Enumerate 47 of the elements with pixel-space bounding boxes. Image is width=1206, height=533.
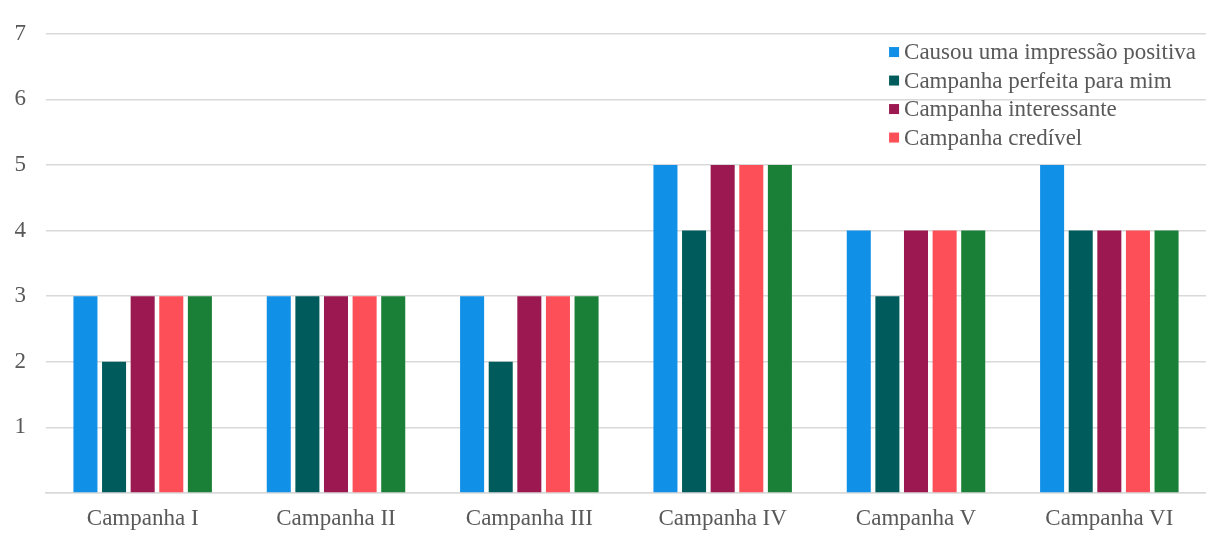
x-tick-label: Campanha I bbox=[86, 504, 199, 530]
bar bbox=[488, 361, 513, 493]
bar bbox=[352, 296, 377, 493]
bar bbox=[932, 230, 957, 493]
legend-label: Causou uma impressão positiva bbox=[904, 39, 1196, 65]
bar bbox=[739, 165, 764, 493]
bar bbox=[1068, 230, 1093, 493]
bar bbox=[73, 296, 98, 493]
bar bbox=[187, 296, 212, 493]
legend-label: Campanha interessante bbox=[904, 96, 1117, 122]
y-tick-label: 6 bbox=[14, 85, 26, 111]
x-tick-label: Campanha III bbox=[465, 504, 593, 530]
bar bbox=[323, 296, 349, 493]
x-tick-label: Campanha II bbox=[276, 504, 396, 530]
bar bbox=[517, 296, 542, 493]
bar bbox=[846, 230, 871, 493]
bar bbox=[903, 230, 929, 493]
bar bbox=[767, 165, 792, 493]
bar bbox=[682, 230, 707, 493]
bar bbox=[961, 230, 986, 493]
bar bbox=[130, 296, 155, 493]
y-tick-label: 3 bbox=[14, 282, 26, 308]
bar bbox=[460, 296, 485, 493]
bar bbox=[295, 296, 320, 493]
bar bbox=[653, 165, 678, 493]
y-tick-label: 1 bbox=[14, 413, 26, 439]
bar bbox=[875, 296, 900, 493]
bar bbox=[545, 296, 570, 493]
bar bbox=[102, 361, 127, 493]
bar bbox=[1125, 230, 1150, 493]
x-tick-label: Campanha VI bbox=[1045, 504, 1174, 530]
y-tick-label: 4 bbox=[14, 216, 27, 242]
x-tick-label: Campanha IV bbox=[658, 504, 788, 530]
bar bbox=[1040, 165, 1065, 493]
y-tick-label: 5 bbox=[14, 151, 26, 177]
bar bbox=[266, 296, 291, 493]
legend-label: Campanha perfeita para mim bbox=[904, 67, 1172, 93]
bar bbox=[1154, 230, 1179, 493]
y-tick-label: 7 bbox=[14, 19, 26, 45]
y-tick-label: 2 bbox=[14, 347, 26, 373]
bar bbox=[381, 296, 406, 493]
bar bbox=[710, 165, 735, 493]
x-tick-label: Campanha V bbox=[855, 504, 977, 530]
legend-label: Campanha credível bbox=[904, 124, 1083, 150]
bar bbox=[574, 296, 599, 493]
bar bbox=[1097, 230, 1122, 493]
bar bbox=[159, 296, 184, 493]
